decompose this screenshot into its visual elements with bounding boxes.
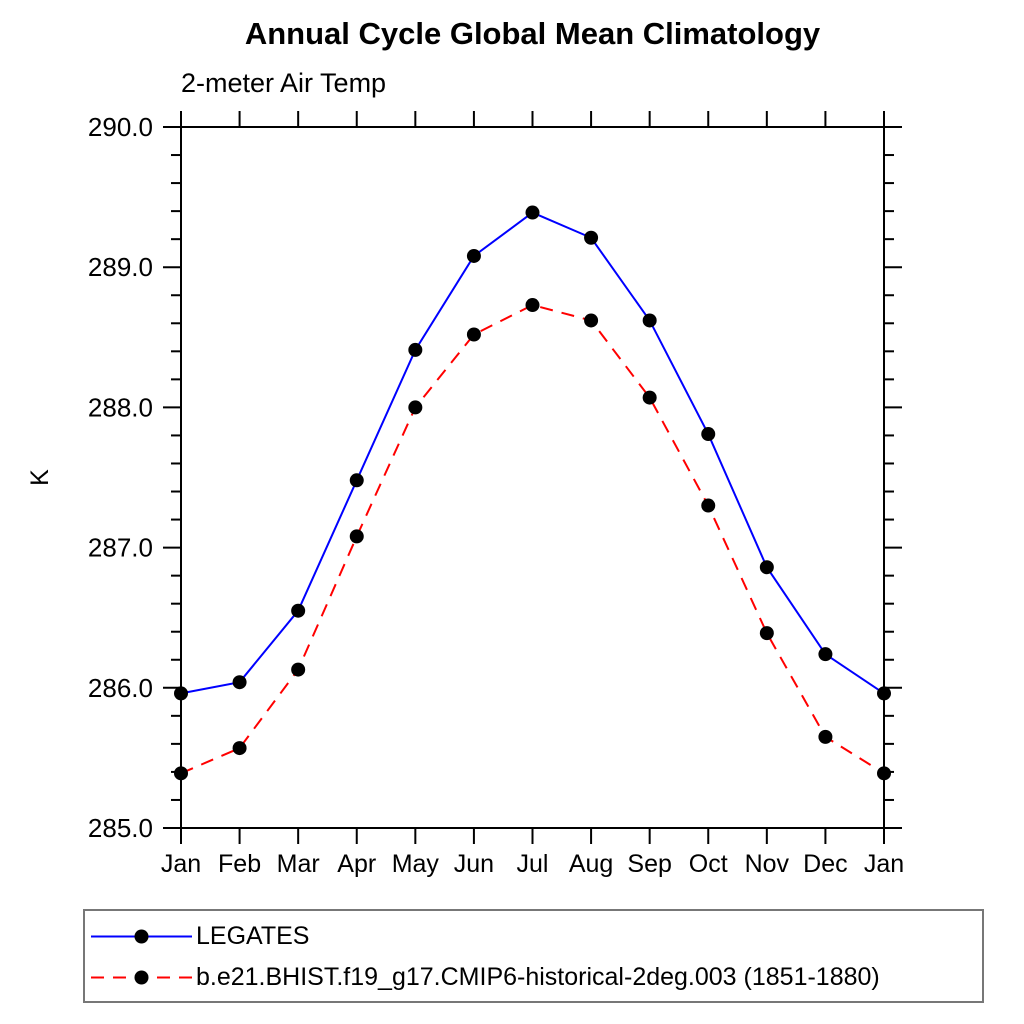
data-point-marker	[818, 647, 833, 662]
data-point-marker	[759, 626, 774, 641]
data-point-marker	[759, 560, 774, 575]
data-point-marker	[408, 400, 423, 415]
y-tick-label: 288.0	[88, 392, 153, 422]
legend-label-model: b.e21.BHIST.f19_g17.CMIP6-historical-2de…	[196, 963, 880, 991]
y-tick-label: 287.0	[88, 533, 153, 563]
data-point-marker	[466, 327, 481, 342]
data-point-marker	[525, 298, 540, 313]
x-tick-label: Nov	[745, 850, 790, 878]
data-point-marker	[877, 766, 891, 781]
data-point-marker	[291, 662, 306, 677]
data-point-marker	[642, 313, 657, 328]
x-tick-label: May	[392, 850, 440, 878]
legend-line-sample-model	[91, 970, 192, 985]
data-point-marker	[408, 342, 423, 357]
x-tick-label: Jan	[864, 850, 904, 878]
data-point-marker	[584, 230, 599, 245]
data-point-marker	[232, 675, 247, 690]
legend-box: LEGATES b.e21.BHIST.f19_g17.CMIP6-histor…	[83, 909, 984, 1003]
y-tick-label: 286.0	[88, 673, 153, 703]
plot-border	[180, 126, 885, 829]
series-line-legates	[180, 211, 885, 695]
x-tick-label: Dec	[803, 850, 847, 878]
legend-sample-marker	[134, 970, 149, 985]
x-tick-label: Sep	[627, 850, 671, 878]
chart-subtitle: 2-meter Air Temp	[181, 68, 387, 98]
x-tick-label: Aug	[569, 850, 613, 878]
x-tick-label: Apr	[337, 850, 376, 878]
data-point-marker	[174, 686, 188, 701]
data-point-marker	[701, 498, 716, 513]
legend-entry-legates: LEGATES	[89, 916, 982, 957]
data-point-marker	[584, 313, 599, 328]
x-tick-label: Oct	[689, 850, 728, 878]
y-axis-label: K	[26, 469, 54, 486]
data-point-marker	[818, 729, 833, 744]
x-tick-label: Jun	[454, 850, 494, 878]
x-tick-label: Feb	[218, 850, 261, 878]
data-point-marker	[174, 766, 188, 781]
x-tick-label: Mar	[277, 850, 320, 878]
data-point-marker	[349, 529, 364, 544]
data-point-marker	[642, 390, 657, 405]
x-tick-label: Jul	[517, 850, 549, 878]
chart-title: Annual Cycle Global Mean Climatology	[244, 16, 821, 51]
data-point-marker	[877, 686, 891, 701]
legend-sample-marker	[134, 929, 149, 944]
data-point-marker	[466, 248, 481, 263]
x-tick-label: Jan	[161, 850, 201, 878]
data-point-marker	[291, 603, 306, 618]
data-point-marker	[232, 741, 247, 756]
legend-entry-model: b.e21.BHIST.f19_g17.CMIP6-historical-2de…	[89, 957, 982, 998]
series-line-model	[180, 303, 885, 775]
y-tick-label: 285.0	[88, 813, 153, 843]
legend-line-sample-legates	[91, 929, 192, 944]
data-point-marker	[525, 205, 540, 220]
data-point-marker	[349, 473, 364, 488]
data-point-marker	[701, 427, 716, 442]
y-tick-label: 289.0	[88, 252, 153, 282]
legend-label-legates: LEGATES	[196, 922, 310, 950]
y-tick-label: 290.0	[88, 112, 153, 142]
